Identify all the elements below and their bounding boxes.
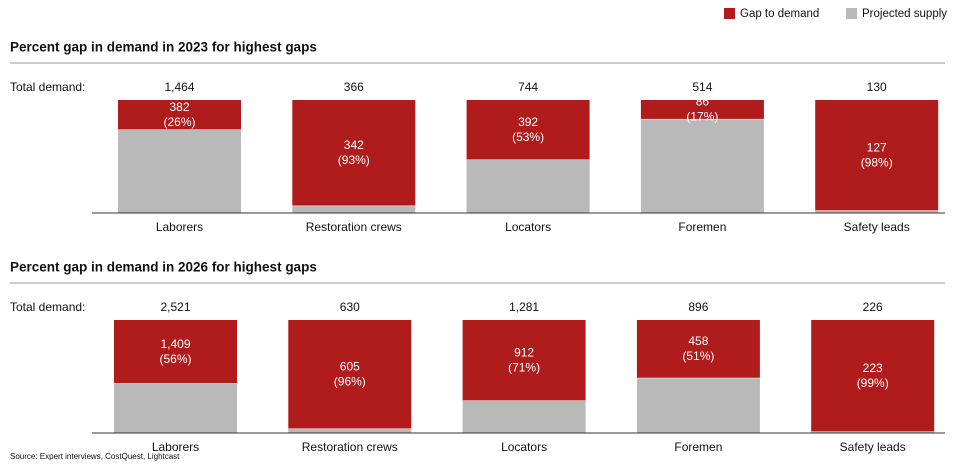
bar-segment bbox=[118, 100, 241, 130]
bar-segment bbox=[118, 129, 241, 213]
bar-segment bbox=[811, 320, 935, 432]
source: Source: Expert interviews, CostQuest, Li… bbox=[10, 452, 180, 461]
bar-segment bbox=[815, 100, 939, 211]
totals-label: Total demand: bbox=[10, 80, 85, 94]
bar-segment bbox=[466, 159, 590, 213]
value-label: 605 bbox=[340, 359, 360, 373]
percent-label: (26%) bbox=[163, 115, 195, 129]
percent-label: (51%) bbox=[682, 349, 714, 363]
percent-label: (71%) bbox=[508, 360, 540, 374]
bar-segment bbox=[462, 320, 586, 401]
bar-segment bbox=[292, 100, 416, 206]
x-tick-label: Restoration crews bbox=[302, 440, 398, 454]
bar-segment bbox=[640, 118, 764, 213]
legend-swatch bbox=[846, 8, 857, 19]
totals-label: Total demand: bbox=[10, 300, 85, 314]
bar-segment bbox=[288, 428, 412, 433]
bar-segment bbox=[636, 320, 760, 378]
bar-segment bbox=[114, 383, 237, 433]
value-label: 223 bbox=[863, 361, 883, 375]
value-label: 342 bbox=[344, 138, 364, 152]
value-label: 458 bbox=[688, 334, 708, 348]
x-tick-label: Laborers bbox=[156, 220, 203, 234]
legend-label: Projected supply bbox=[862, 8, 947, 20]
bar-segment bbox=[640, 100, 764, 119]
bar-segment bbox=[462, 400, 586, 433]
x-tick-label: Safety leads bbox=[844, 220, 910, 234]
chart-title: Percent gap in demand in 2026 for highes… bbox=[10, 260, 317, 275]
total-demand: 226 bbox=[863, 300, 883, 314]
x-tick-label: Foremen bbox=[678, 220, 726, 234]
legend-swatch bbox=[724, 8, 735, 19]
bar-segment bbox=[288, 320, 412, 429]
total-demand: 130 bbox=[867, 80, 887, 94]
bar-segment bbox=[466, 100, 590, 160]
bar-segment bbox=[636, 377, 760, 433]
x-tick-label: Foremen bbox=[674, 440, 722, 454]
x-tick-label: Safety leads bbox=[840, 440, 906, 454]
value-label: 392 bbox=[518, 115, 538, 129]
total-demand: 1,281 bbox=[509, 300, 539, 314]
x-tick-label: Laborers bbox=[152, 440, 199, 454]
bar-segment bbox=[811, 431, 935, 433]
total-demand: 514 bbox=[692, 80, 712, 94]
legend-label: Gap to demand bbox=[740, 8, 819, 20]
value-label: 1,409 bbox=[160, 337, 190, 351]
percent-label: (99%) bbox=[857, 376, 889, 390]
total-demand: 366 bbox=[344, 80, 364, 94]
value-label: 912 bbox=[514, 345, 534, 359]
percent-label: (53%) bbox=[512, 130, 544, 144]
bar-segment bbox=[815, 210, 939, 213]
total-demand: 896 bbox=[688, 300, 708, 314]
percent-label: (96%) bbox=[334, 374, 366, 388]
total-demand: 2,521 bbox=[160, 300, 190, 314]
x-tick-label: Locators bbox=[505, 220, 551, 234]
value-label: 382 bbox=[169, 100, 189, 114]
chart-title: Percent gap in demand in 2023 for highes… bbox=[10, 40, 317, 55]
percent-label: (56%) bbox=[159, 352, 191, 366]
x-tick-label: Locators bbox=[501, 440, 547, 454]
bar-segment bbox=[292, 205, 416, 213]
percent-label: (17%) bbox=[686, 110, 718, 124]
x-tick-label: Restoration crews bbox=[306, 220, 402, 234]
total-demand: 630 bbox=[340, 300, 360, 314]
percent-label: (93%) bbox=[338, 153, 370, 167]
percent-label: (98%) bbox=[861, 155, 893, 169]
total-demand: 744 bbox=[518, 80, 538, 94]
value-label: 127 bbox=[867, 140, 887, 154]
value-label: 86 bbox=[696, 95, 710, 109]
total-demand: 1,464 bbox=[164, 80, 194, 94]
bar-segment bbox=[114, 320, 237, 384]
